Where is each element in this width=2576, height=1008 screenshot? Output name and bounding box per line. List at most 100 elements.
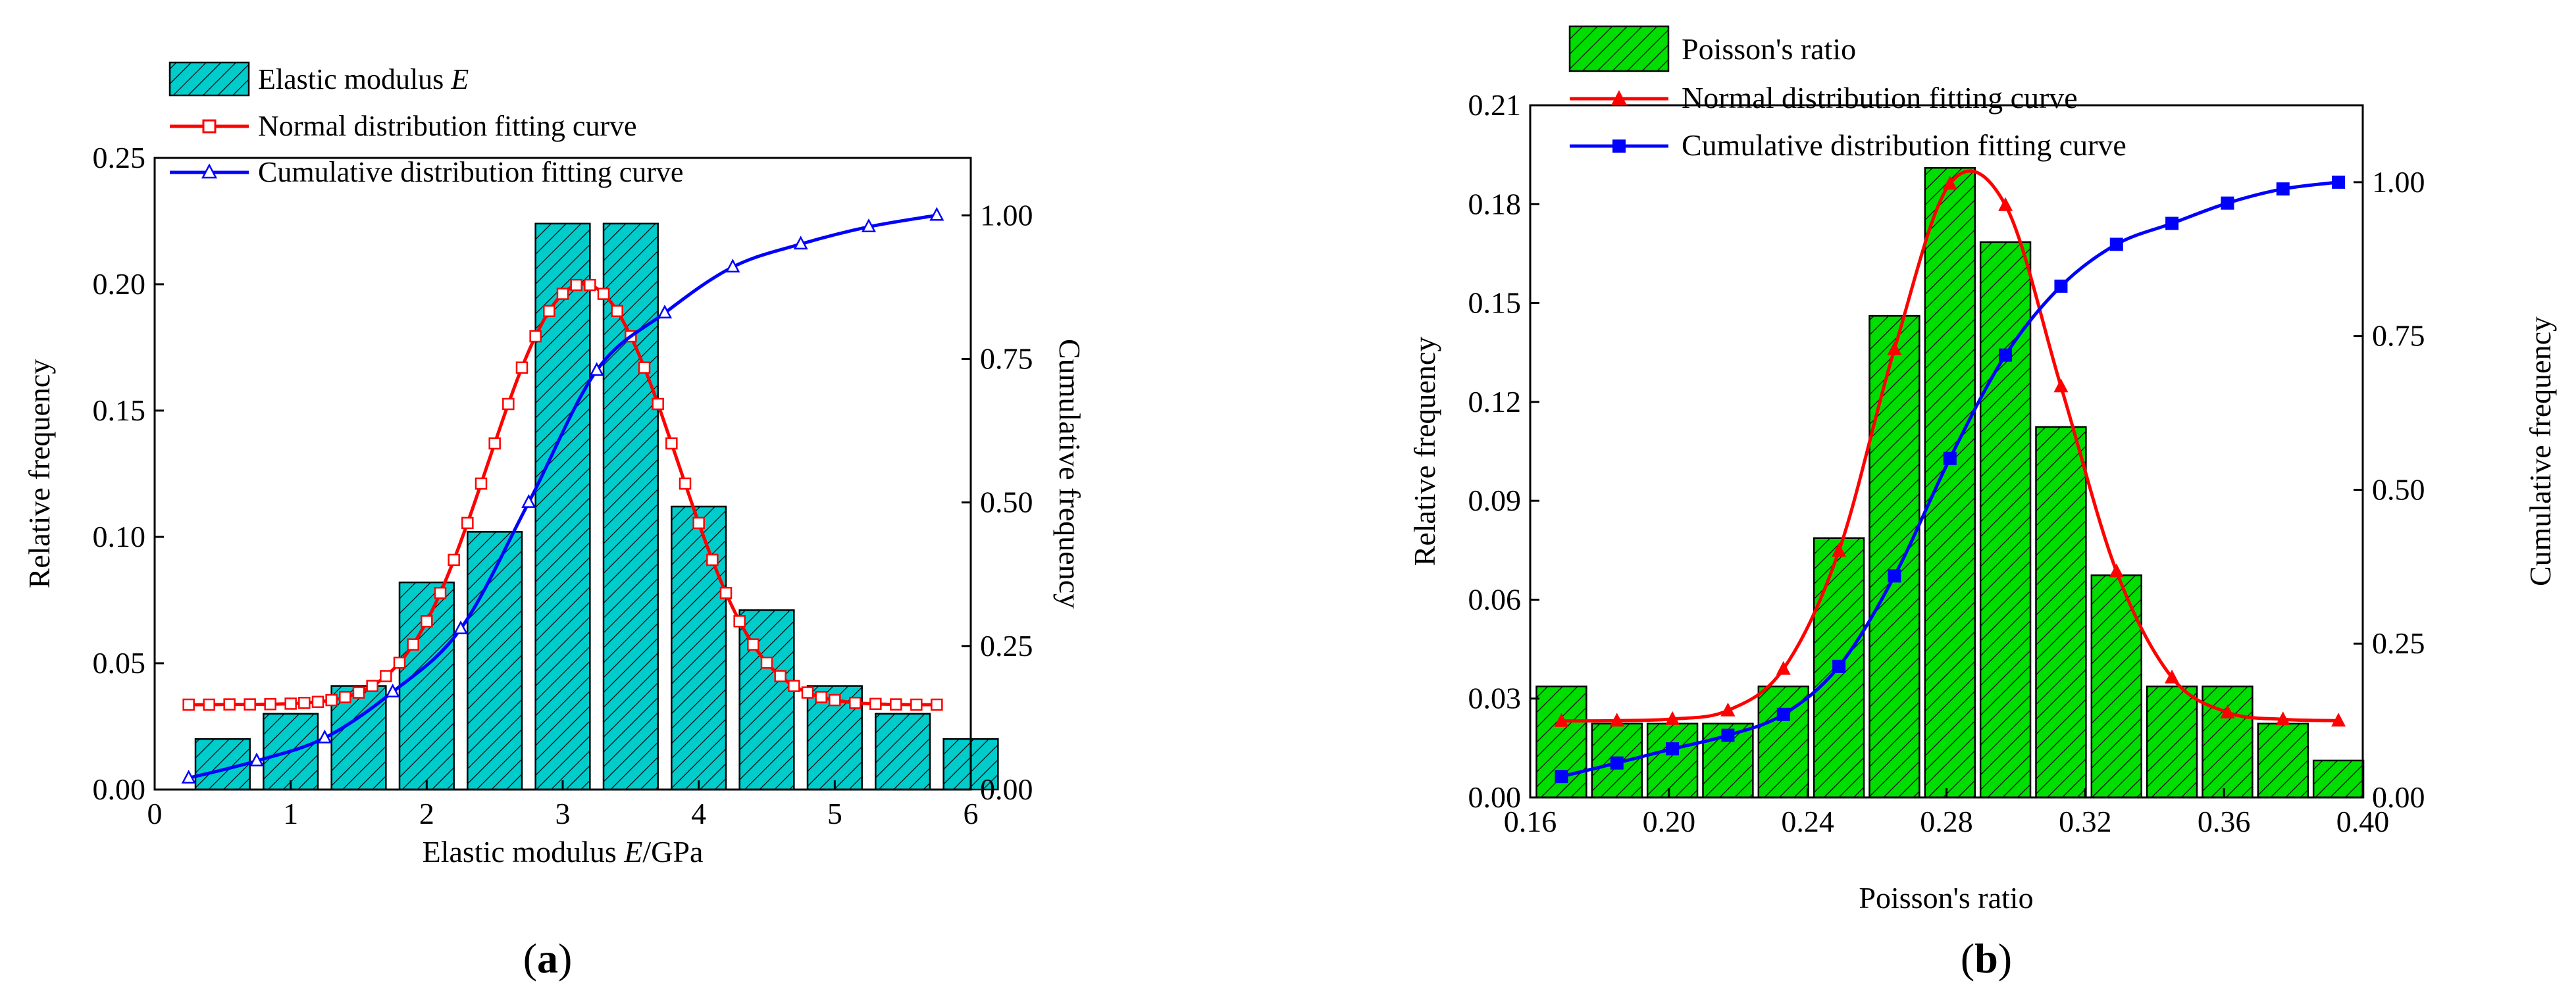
chart-a-normal-point	[652, 397, 664, 411]
chart-a-y2-tick-label: 0.25	[980, 629, 1033, 663]
chart-a-y2-tick-label: 1.00	[980, 198, 1033, 232]
chart-a-legend-normal-label: Normal distribution fitting curve	[258, 110, 637, 142]
chart-a-normal-point	[611, 305, 623, 317]
chart-a-cumulative-point	[385, 683, 400, 697]
chart-a-y2-axis-label: Cumulative frequency	[1053, 339, 1087, 609]
chart-a-cumulative-point	[861, 218, 877, 232]
chart-b-y2-tick-label: 0.00	[2372, 780, 2425, 814]
chart-a-normal-point	[869, 697, 882, 711]
chart-a-x-tick-label: 2	[419, 797, 434, 830]
chart-a-cumulative-point	[249, 752, 265, 767]
chart-b-y-ticks: 0.00 0.03 0.06 0.09 0.12 0.15 0.18 0.21	[1468, 88, 1539, 814]
chart-b-bar	[1868, 315, 1920, 799]
chart-b-y-tick-label: 0.18	[1468, 187, 1522, 220]
chart-b-x-ticks: 0.16 0.20 0.24 0.28 0.32 0.36 0.40	[1504, 788, 2389, 838]
chart-b-legend-bar-swatch	[1568, 25, 1670, 72]
chart-b-cumulative-point	[1776, 707, 1790, 721]
chart-a-normal-point	[311, 695, 324, 709]
chart-b-cumulative-point	[1666, 742, 1680, 756]
chart-b-cumulative-point	[2054, 279, 2068, 293]
chart-a-normal-point	[733, 615, 746, 628]
chart-a-normal-point	[461, 517, 474, 530]
chart-a-normal-point	[298, 697, 311, 709]
chart-a-panel-letter: a	[537, 935, 558, 982]
chart-a-normal-point	[556, 288, 569, 300]
chart-b-y-tick-label: 0.12	[1468, 385, 1522, 418]
chart-a-cumulative-point	[657, 304, 673, 318]
chart-b-y2-ticks: 0.00 0.25 0.50 0.75 1.00	[2354, 165, 2425, 814]
chart-b-y-tick-label: 0.00	[1468, 780, 1522, 814]
chart-b-normal-point	[1665, 711, 1680, 725]
chart-a-normal-point	[774, 670, 786, 682]
chart-a-normal-point	[801, 686, 814, 699]
chart-b-y2-tick-label: 0.50	[2372, 472, 2425, 506]
chart-a-bar	[671, 505, 727, 791]
chart-a-normal-point	[747, 638, 760, 651]
chart-a-normal-point	[760, 656, 773, 669]
chart-a-series	[181, 207, 944, 784]
chart-b-cumulative-point	[1888, 569, 1901, 583]
chart-a-normal-point	[890, 698, 902, 711]
chart-a-normal-point	[475, 477, 488, 490]
chart-b-panel-letter: b	[1974, 935, 1998, 982]
chart-a-cumulative-point	[589, 362, 604, 376]
chart-b-bar	[1979, 241, 2032, 799]
chart-a-y2-tick-label: 0.00	[980, 772, 1033, 806]
chart-b-normal-point	[1887, 341, 1902, 355]
chart-b-legend: Poisson's ratio Normal distribution fitt…	[1568, 25, 2126, 162]
chart-a-cumulative-point	[317, 729, 332, 743]
chart-a-normal-point	[339, 691, 351, 703]
chart-b-bars	[1535, 166, 2365, 799]
chart-a-cumulative-point	[181, 769, 196, 784]
chart-a-legend-cumulative-label: Cumulative distribution fitting curve	[258, 156, 683, 188]
chart-b-y2-tick-label: 1.00	[2372, 165, 2425, 199]
chart-b-legend-cumulative-marker	[1612, 139, 1626, 153]
chart-b-bar	[2090, 574, 2142, 799]
chart-a-normal-point	[849, 697, 862, 709]
chart-b-bar	[1757, 685, 1809, 799]
chart-a-x-tick-label: 6	[964, 797, 979, 830]
chart-b-y-tick-label: 0.09	[1468, 484, 1522, 517]
chart-b-bar	[2035, 426, 2087, 799]
chart-b-normal-point	[1776, 661, 1791, 675]
chart-a-normal-point	[584, 278, 596, 291]
chart-a: 0 1 2 3 4 5 6 0.00 0.05 0.10 0.15 0.20 0.25 0.00 0.2…	[22, 61, 1087, 982]
chart-a-legend-bar-swatch	[168, 61, 250, 97]
chart-a-y2-tick-label: 0.75	[980, 341, 1033, 375]
chart-a-y-ticks: 0.00 0.05 0.10 0.15 0.20 0.25	[93, 141, 164, 806]
chart-a-y2-tick-label: 0.50	[980, 486, 1033, 519]
chart-b-y-tick-label: 0.03	[1468, 682, 1522, 715]
chart-b-cumulative-point	[2165, 216, 2179, 230]
chart-a-legend-cumulative-marker	[201, 163, 218, 179]
chart-b-normal-point	[1609, 713, 1624, 727]
chart-a-bar	[398, 581, 455, 791]
chart-a-normal-point	[264, 697, 276, 711]
chart-a-y-tick-label: 0.10	[93, 520, 146, 553]
chart-b-normal-point	[1554, 713, 1569, 727]
chart-a-x-ticks: 0 1 2 3 4 5 6	[147, 780, 979, 830]
chart-a-normal-point	[380, 670, 392, 682]
chart-a-normal-point	[638, 361, 651, 374]
chart-b-y-tick-label: 0.06	[1468, 582, 1522, 616]
chart-b-normal-point	[1998, 197, 2013, 211]
chart-a-normal-point	[719, 586, 733, 599]
chart-b-normal-point	[1832, 543, 1847, 557]
chart-b-cumulative-point	[1610, 756, 1624, 770]
chart-a-cumulative-point	[793, 236, 808, 250]
chart-a-x-axis-label: Elastic modulus E/GPa	[423, 835, 704, 869]
chart-b-bar	[2146, 685, 2198, 799]
chart-a-normal-point	[529, 330, 542, 343]
chart-a-bar	[875, 713, 931, 791]
chart-a-cumulative-point	[929, 207, 944, 221]
chart-b-legend-normal-marker	[1611, 90, 1627, 105]
chart-b-bar	[1924, 166, 1976, 799]
chart-a-x-tick-label: 4	[691, 797, 706, 830]
chart-a-legend-normal-marker	[202, 119, 217, 134]
chart-a-normal-point	[515, 361, 528, 374]
chart-a-normal-point	[407, 638, 419, 651]
chart-a-y2-ticks: 0.00 0.25 0.50 0.75 1.00	[962, 198, 1033, 806]
chart-b-y2-axis-label: Cumulative frequency	[2523, 316, 2557, 586]
chart-a-normal-point	[665, 437, 678, 450]
chart-a-x-tick-label: 3	[555, 797, 571, 830]
